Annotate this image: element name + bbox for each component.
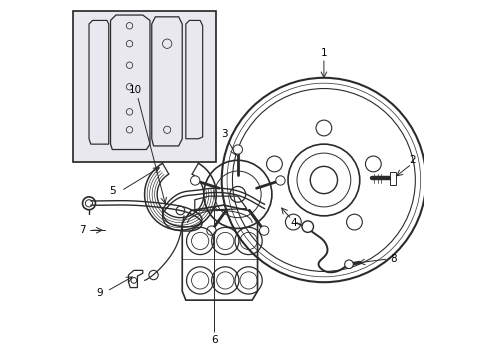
Circle shape — [260, 226, 269, 235]
Circle shape — [191, 176, 200, 185]
Circle shape — [344, 260, 353, 269]
Text: 6: 6 — [211, 334, 218, 345]
Text: 3: 3 — [221, 129, 228, 139]
Circle shape — [207, 226, 216, 235]
Text: 9: 9 — [97, 288, 103, 298]
Text: 4: 4 — [290, 218, 297, 228]
Bar — [73, 12, 216, 162]
Circle shape — [302, 221, 314, 232]
Text: 5: 5 — [109, 186, 116, 196]
Text: 7: 7 — [79, 225, 86, 235]
Circle shape — [233, 145, 243, 154]
Text: 2: 2 — [410, 155, 416, 165]
Text: 1: 1 — [320, 48, 327, 58]
Text: 8: 8 — [391, 254, 397, 264]
Text: 10: 10 — [129, 85, 142, 95]
Circle shape — [310, 166, 338, 194]
Circle shape — [276, 176, 285, 185]
Polygon shape — [390, 172, 395, 185]
